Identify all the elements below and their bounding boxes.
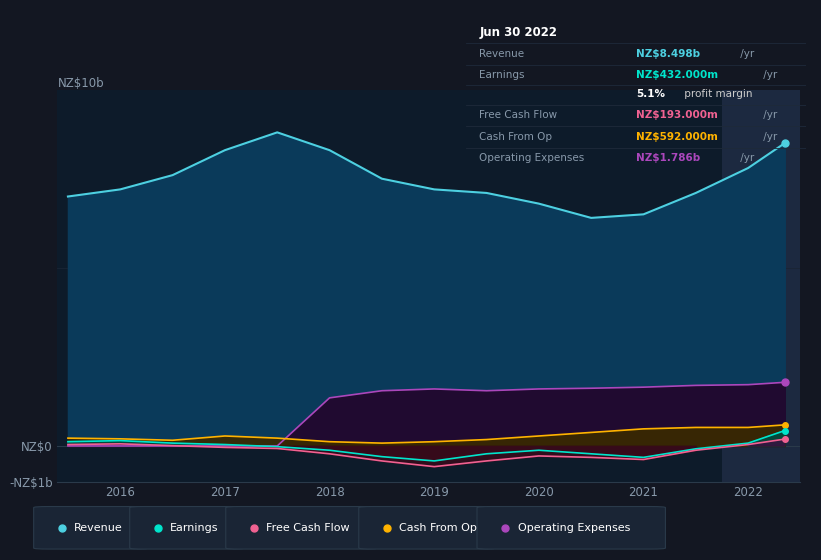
- Text: /yr: /yr: [759, 132, 777, 142]
- Text: NZ$432.000m: NZ$432.000m: [635, 71, 718, 80]
- FancyBboxPatch shape: [34, 506, 148, 549]
- FancyBboxPatch shape: [130, 506, 245, 549]
- Text: NZ$193.000m: NZ$193.000m: [635, 110, 718, 120]
- Text: Free Cash Flow: Free Cash Flow: [267, 523, 350, 533]
- Text: Earnings: Earnings: [171, 523, 219, 533]
- Text: Revenue: Revenue: [479, 49, 525, 59]
- Text: NZ$8.498b: NZ$8.498b: [635, 49, 700, 59]
- Text: /yr: /yr: [759, 110, 777, 120]
- Bar: [722, 90, 800, 482]
- Text: 5.1%: 5.1%: [635, 89, 665, 99]
- Text: /yr: /yr: [759, 71, 777, 80]
- FancyBboxPatch shape: [226, 506, 378, 549]
- Text: Free Cash Flow: Free Cash Flow: [479, 110, 557, 120]
- Text: /yr: /yr: [737, 153, 754, 164]
- Text: NZ$10b: NZ$10b: [57, 77, 104, 90]
- Text: /yr: /yr: [737, 49, 754, 59]
- FancyBboxPatch shape: [359, 506, 496, 549]
- Text: NZ$1.786b: NZ$1.786b: [635, 153, 700, 164]
- FancyBboxPatch shape: [477, 506, 666, 549]
- Text: Operating Expenses: Operating Expenses: [518, 523, 630, 533]
- Text: Cash From Op: Cash From Op: [479, 132, 553, 142]
- Text: Jun 30 2022: Jun 30 2022: [479, 26, 557, 39]
- Text: Earnings: Earnings: [479, 71, 525, 80]
- Text: Cash From Op: Cash From Op: [400, 523, 477, 533]
- Text: profit margin: profit margin: [681, 89, 752, 99]
- Text: NZ$592.000m: NZ$592.000m: [635, 132, 718, 142]
- Text: Revenue: Revenue: [75, 523, 123, 533]
- Text: Operating Expenses: Operating Expenses: [479, 153, 585, 164]
